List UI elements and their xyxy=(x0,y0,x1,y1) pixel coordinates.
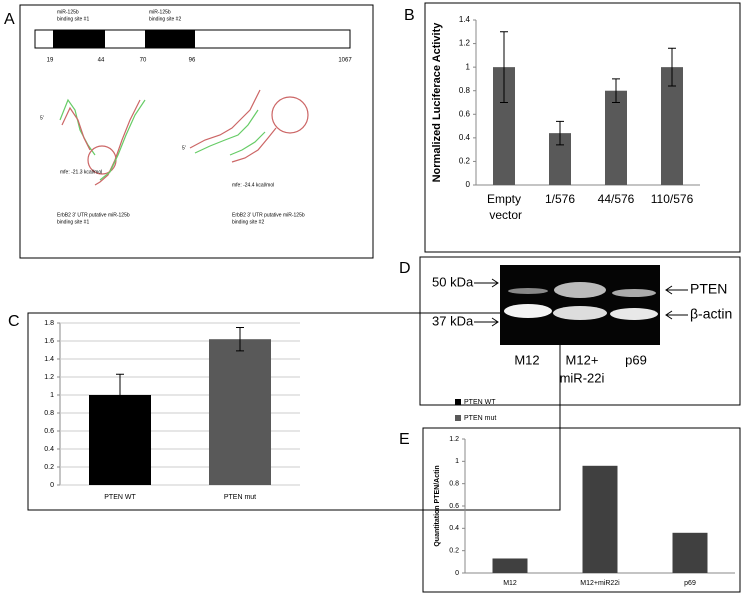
lane-label: miR-22i xyxy=(560,370,605,385)
y-tick-label: 0.2 xyxy=(449,548,459,555)
bar xyxy=(661,67,683,185)
y-tick-label: 0.6 xyxy=(449,503,459,510)
binding-site xyxy=(53,30,105,48)
panel-label: A xyxy=(4,11,15,28)
y-tick-label: 0.4 xyxy=(449,525,459,532)
panel-a-frame xyxy=(19,4,374,259)
y-tick-label: 0.4 xyxy=(459,133,471,142)
x-tick-label: p69 xyxy=(684,580,696,587)
x-tick-label: 44/576 xyxy=(598,192,635,206)
y-tick-label: 0 xyxy=(455,570,459,577)
legend-label: PTEN WT xyxy=(464,399,496,406)
x-tick-label: 110/576 xyxy=(651,192,694,206)
caption: binding site #2 xyxy=(232,219,264,225)
x-tick-label: M12 xyxy=(503,580,517,587)
bar xyxy=(493,67,515,185)
bar xyxy=(672,532,708,573)
lane-label: M12 xyxy=(514,352,539,367)
error-bar xyxy=(668,47,676,87)
mfe: mfe: -21.3 kcal/mol xyxy=(60,169,102,175)
band-label: PTEN xyxy=(690,281,727,297)
strand-end: 5' xyxy=(40,115,44,121)
site-label: binding site #2 xyxy=(149,16,181,22)
site-label: binding site #1 xyxy=(57,16,89,22)
bar xyxy=(492,558,528,573)
bar xyxy=(209,339,271,485)
position: 70 xyxy=(140,58,147,64)
position: 44 xyxy=(98,58,105,64)
error-bar xyxy=(236,327,244,352)
caption: ErbB2 3' UTR putative miR-125b xyxy=(232,212,305,218)
x-tick-label: PTEN mut xyxy=(224,494,256,501)
x-tick-label: PTEN WT xyxy=(104,494,136,501)
y-tick-label: 1.4 xyxy=(459,15,471,24)
position: 19 xyxy=(47,58,54,64)
caption: ErbB2 3' UTR putative miR-125b xyxy=(57,212,130,218)
position: 96 xyxy=(189,58,196,64)
panel-label: C xyxy=(8,313,20,330)
strand-end: 5' xyxy=(182,145,186,151)
y-tick-label: 1.2 xyxy=(44,374,54,381)
legend-swatch xyxy=(455,415,461,421)
lane-label: M12+ xyxy=(566,352,599,367)
y-tick-label: 1 xyxy=(50,392,54,399)
y-tick-label: 0.4 xyxy=(44,446,54,453)
error-bar xyxy=(612,78,620,103)
y-tick-label: 1.2 xyxy=(449,436,459,443)
panel-label: B xyxy=(404,7,415,24)
y-tick-label: 0.2 xyxy=(44,464,54,471)
panel-c-frame xyxy=(27,312,561,511)
site-label: miR-125b xyxy=(149,9,171,15)
error-bar xyxy=(556,120,564,146)
panel-b-frame xyxy=(424,2,741,253)
legend-label: PTEN mut xyxy=(464,415,496,422)
error-bar xyxy=(500,31,508,103)
y-axis-label: Quantitation PTEN/Actin xyxy=(434,465,441,546)
y-tick-label: 1.2 xyxy=(459,39,471,48)
y-tick-label: 0.8 xyxy=(449,481,459,488)
bar xyxy=(605,90,627,185)
y-axis-label: Normalized Luciferace Activity xyxy=(431,22,443,183)
marker: 37 kDa xyxy=(432,313,474,328)
y-tick-label: 1 xyxy=(466,62,471,71)
panel-e-frame xyxy=(422,427,741,593)
panel-d-frame xyxy=(419,256,741,406)
y-tick-label: 0 xyxy=(466,180,471,189)
legend-swatch xyxy=(455,399,461,405)
y-tick-label: 0.6 xyxy=(459,109,471,118)
site-label: miR-125b xyxy=(57,9,79,15)
binding-site xyxy=(145,30,195,48)
y-tick-label: 1 xyxy=(455,458,459,465)
y-tick-label: 0.6 xyxy=(44,428,54,435)
y-tick-label: 1.4 xyxy=(44,356,54,363)
x-tick-label: M12+miR22i xyxy=(580,580,620,587)
y-tick-label: 1.8 xyxy=(44,320,54,327)
y-tick-label: 0.2 xyxy=(459,157,471,166)
x-tick-label: Empty vector xyxy=(486,192,522,222)
position: 1067 xyxy=(338,58,352,64)
bar xyxy=(549,133,571,185)
marker: 50 kDa xyxy=(432,274,474,289)
lane-label: p69 xyxy=(625,352,647,367)
marker-arrow xyxy=(474,278,688,327)
y-tick-label: 0 xyxy=(50,482,54,489)
x-tick-label: 1/576 xyxy=(545,192,575,206)
bands xyxy=(504,282,658,320)
mfe: mfe: -24.4 kcal/mol xyxy=(232,182,274,188)
caption: binding site #1 xyxy=(57,219,89,225)
band-label: β-actin xyxy=(690,306,732,322)
error-bar xyxy=(116,373,124,417)
y-tick-label: 1.6 xyxy=(44,338,54,345)
bar xyxy=(582,465,618,573)
y-tick-label: 0.8 xyxy=(44,410,54,417)
panel-label: D xyxy=(399,260,411,277)
y-tick-label: 0.8 xyxy=(459,86,471,95)
rna-structure xyxy=(59,89,309,186)
panel-label: E xyxy=(399,431,410,448)
